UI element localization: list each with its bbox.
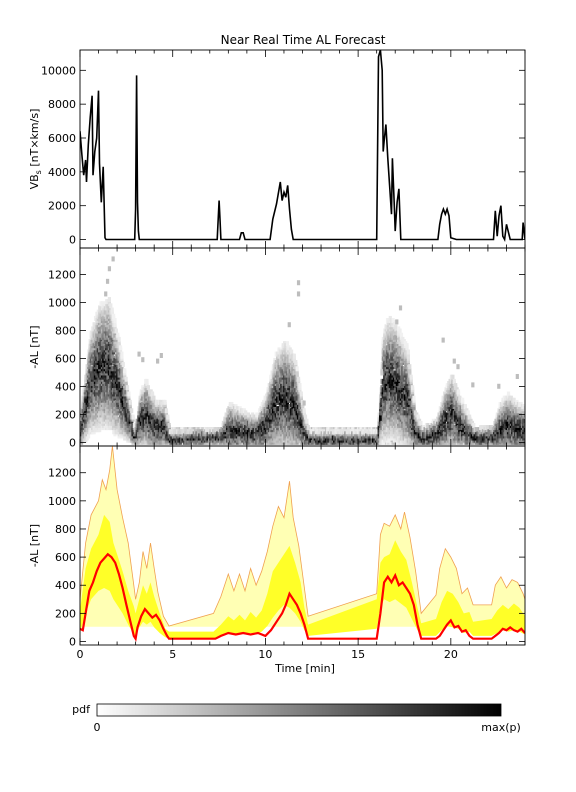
heatmap-cell (166, 414, 170, 420)
panel-vbs: 0 2000 4000 6000 8000 10000 VBs [nT×km/s] (28, 49, 526, 249)
heatmap-cell (114, 414, 118, 420)
heatmap-cell (525, 437, 528, 442)
heatmap-cell (378, 416, 383, 422)
chart-title: Near Real Time AL Forecast (221, 33, 386, 47)
heatmap-cell (292, 353, 296, 359)
heatmap-cell (117, 336, 121, 342)
heatmap-cell (196, 429, 201, 435)
heatmap-cell (181, 429, 185, 435)
heatmap-cell (295, 366, 299, 372)
heatmap-cell (125, 385, 130, 391)
y-axis-label-main: VB (28, 174, 41, 189)
heatmap-cell (113, 322, 117, 328)
heatmap-cell (131, 414, 135, 420)
heatmap-cell (86, 433, 91, 439)
heatmap-cell (145, 378, 149, 384)
heatmap-cell (124, 380, 128, 386)
heatmap-cell (123, 368, 127, 374)
heatmap-cell (103, 339, 107, 345)
heatmap-cell (296, 376, 301, 382)
y-tick-label: 10000 (41, 64, 76, 77)
heatmap-cell (106, 374, 110, 380)
y-axis-label-sub: s (34, 170, 43, 174)
heatmap-cell (91, 372, 95, 378)
heatmap-cell (152, 395, 156, 401)
heatmap-cell (109, 303, 113, 309)
heatmap-cell (107, 297, 112, 303)
heatmap-cell (145, 391, 149, 397)
heatmap-cell (246, 412, 251, 418)
heatmap-cell (260, 416, 264, 422)
heatmap-cell (298, 383, 302, 389)
y-axis-label: VBs [nT×km/s] (28, 109, 43, 190)
y-axis-label-rest: [nT×km/s] (28, 109, 41, 171)
plot-area (80, 256, 528, 445)
heatmap-cell (111, 313, 116, 319)
heatmap-cell (113, 318, 117, 324)
heatmap-cell (121, 362, 125, 368)
heatmap-cell (127, 391, 131, 397)
heatmap-cell (132, 422, 137, 428)
heatmap-cell (162, 439, 166, 445)
heatmap-cell (128, 399, 132, 405)
heatmap-cell (525, 427, 528, 432)
heatmap-cell (214, 427, 219, 433)
heatmap-cell (302, 408, 306, 414)
heatmap-cell (238, 439, 242, 445)
heatmap-cell (525, 435, 528, 440)
heatmap-cell (146, 385, 150, 391)
heatmap-cell (299, 391, 303, 397)
y-tick-label: 8000 (48, 98, 76, 111)
heatmap-cell (305, 418, 309, 424)
heatmap-cell (150, 391, 155, 397)
heatmap-cell (110, 307, 114, 313)
heatmap-cell (118, 345, 123, 351)
heatmap-cell (380, 368, 384, 374)
heatmap-cell (303, 414, 308, 420)
heatmap-cell (363, 429, 367, 435)
y-tick-label: 2000 (48, 200, 76, 213)
y-tick-label: 6000 (48, 132, 76, 145)
heatmap-cell (291, 380, 295, 386)
heatmap-cell (117, 341, 121, 347)
heatmap-cell (295, 370, 299, 376)
heatmap-cell (116, 332, 120, 338)
heatmap-cell (120, 351, 124, 357)
heatmap-cell (130, 408, 134, 414)
panel-frame (79, 49, 526, 249)
series-line-0 (80, 50, 525, 243)
heatmap-cell (285, 341, 290, 347)
heatmap-cell (244, 414, 248, 420)
heatmap-cell (525, 440, 528, 445)
heatmap-cell (124, 376, 128, 382)
heatmap-cell (306, 425, 310, 431)
heatmap-cell (289, 349, 294, 355)
heatmap-cell (294, 359, 298, 365)
y-tick-label: 0 (69, 234, 76, 247)
heatmap-cell (244, 410, 248, 416)
heatmap-cell (269, 374, 273, 380)
heatmap-cell (89, 366, 93, 372)
y-tick-label: 4000 (48, 166, 76, 179)
heatmap-cell (114, 328, 118, 334)
plot-area (80, 50, 525, 243)
heatmap-cell (235, 406, 239, 412)
heatmap-cell (167, 422, 171, 428)
heatmap-cell (163, 399, 167, 405)
heatmap-cell (525, 430, 528, 435)
heatmap-cell (164, 408, 169, 414)
heatmap-cell (525, 432, 528, 437)
